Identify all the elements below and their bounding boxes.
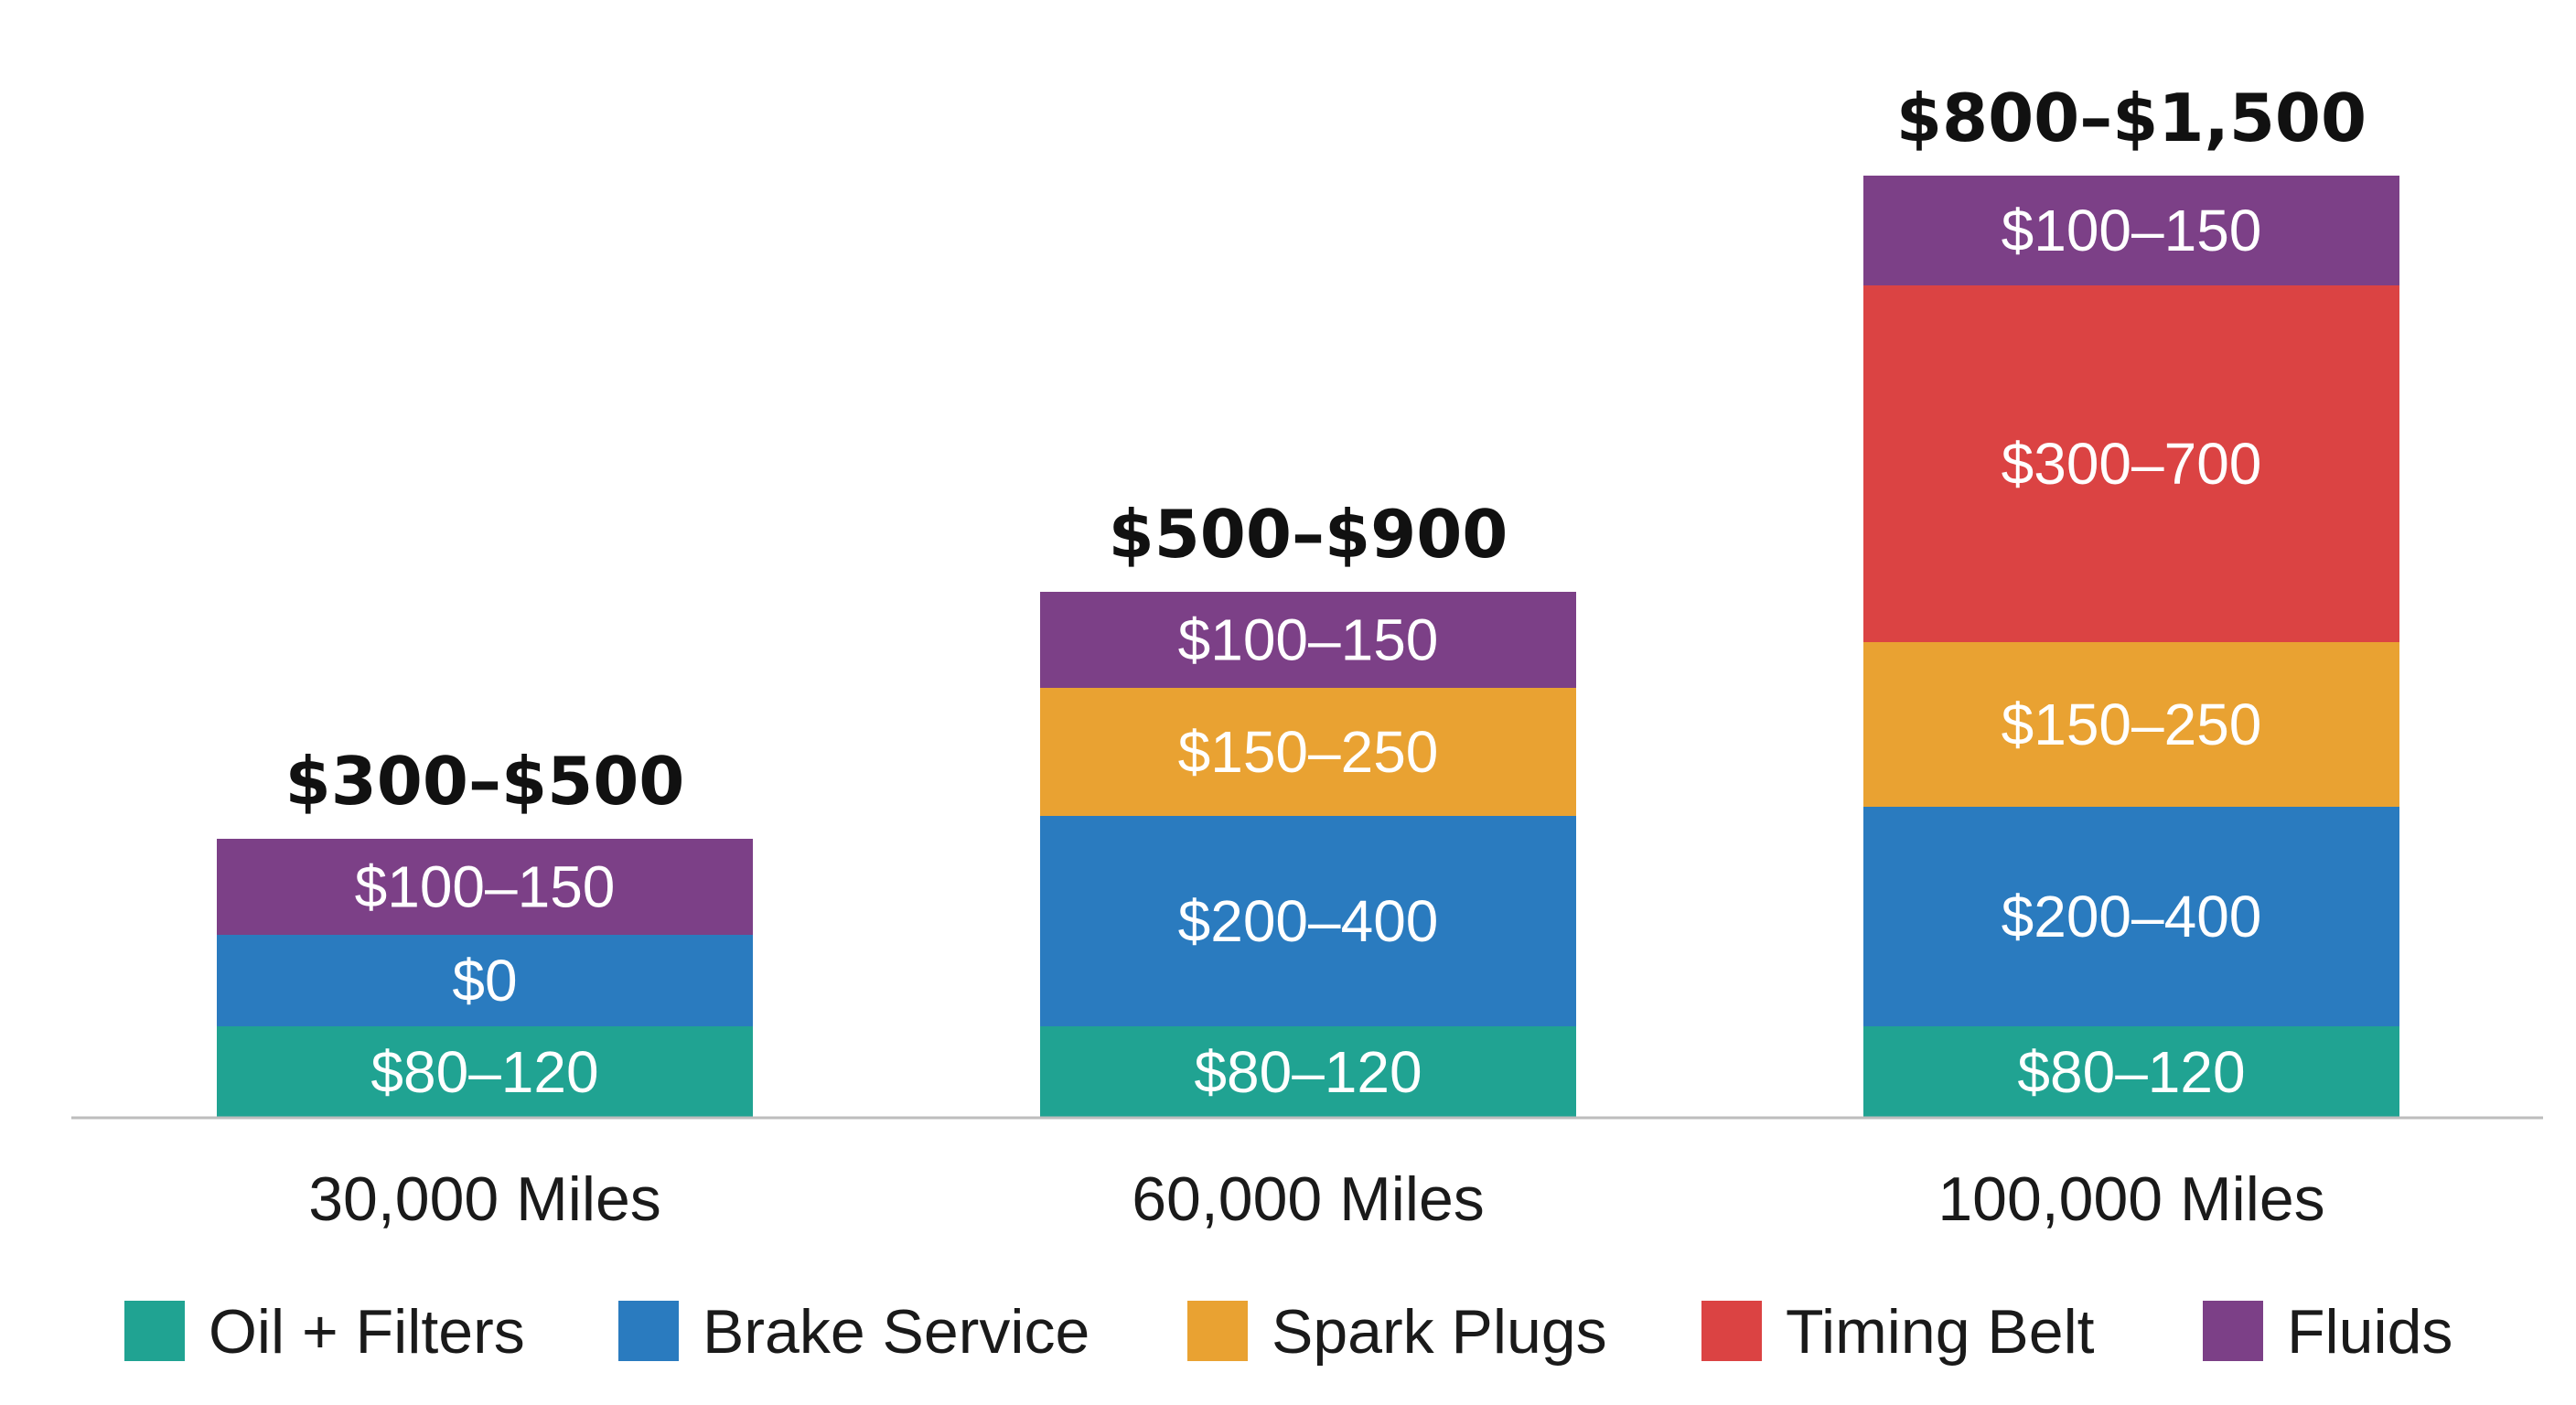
bars-group: [217, 176, 2399, 1118]
bar-segment-fluids-0: [217, 839, 753, 935]
bar-segment-brake-service-2: [1863, 807, 2399, 1026]
bar-segment-oil-filters-1: [1040, 1026, 1576, 1118]
legend-label: Spark Plugs: [1272, 1297, 1607, 1367]
legend-label: Fluids: [2287, 1297, 2453, 1367]
legend-swatch: [1187, 1301, 1248, 1361]
legend-label: Timing Belt: [1786, 1297, 2095, 1367]
category-label: 60,000 Miles: [1132, 1164, 1485, 1234]
bar-segment-fluids-1: [1040, 592, 1576, 688]
segment-label: $0: [452, 948, 517, 1014]
legend-label: Brake Service: [703, 1297, 1089, 1367]
legend-swatch: [2203, 1301, 2263, 1361]
bar-segment-brake-service-1: [1040, 816, 1576, 1026]
bar-segment-spark-plugs-1: [1040, 688, 1576, 816]
total-label: $300–$500: [285, 743, 685, 820]
segment-label: $150–250: [2002, 692, 2262, 757]
segment-label: $100–150: [355, 854, 616, 920]
segment-label: $100–150: [1178, 607, 1439, 673]
category-label: 100,000 Miles: [1937, 1164, 2324, 1234]
legend-swatch: [124, 1301, 185, 1361]
legend-label: Oil + Filters: [209, 1297, 525, 1367]
segment-label: $300–700: [2002, 431, 2262, 497]
category-label: 30,000 Miles: [308, 1164, 661, 1234]
total-label: $800–$1,500: [1896, 80, 2367, 156]
bar-segment-oil-filters-2: [1863, 1026, 2399, 1118]
legend-swatch: [1701, 1301, 1762, 1361]
bar-segment-spark-plugs-2: [1863, 642, 2399, 807]
bar-segment-oil-filters-0: [217, 1026, 753, 1118]
labels-group: $80–120 $0 $100–150 $300–$500 30,000 Miles $8…: [285, 80, 2367, 1234]
bar-segment-fluids-2: [1863, 176, 2399, 285]
segment-label: $80–120: [2017, 1039, 2245, 1105]
legend: Oil + Filters Brake Service Spark Plugs Tim…: [124, 1297, 2453, 1367]
segment-label: $100–150: [2002, 198, 2262, 263]
legend-swatch: [618, 1301, 679, 1361]
segment-label: $200–400: [2002, 884, 2262, 949]
segment-label: $80–120: [1194, 1039, 1422, 1105]
segment-label: $150–250: [1178, 719, 1439, 785]
bar-segment-timing-belt-2: [1863, 285, 2399, 642]
segment-label: $200–400: [1178, 888, 1439, 954]
segment-label: $80–120: [370, 1039, 598, 1105]
total-label: $500–$900: [1109, 496, 1508, 573]
bar-segment-brake-service-0: [217, 935, 753, 1026]
